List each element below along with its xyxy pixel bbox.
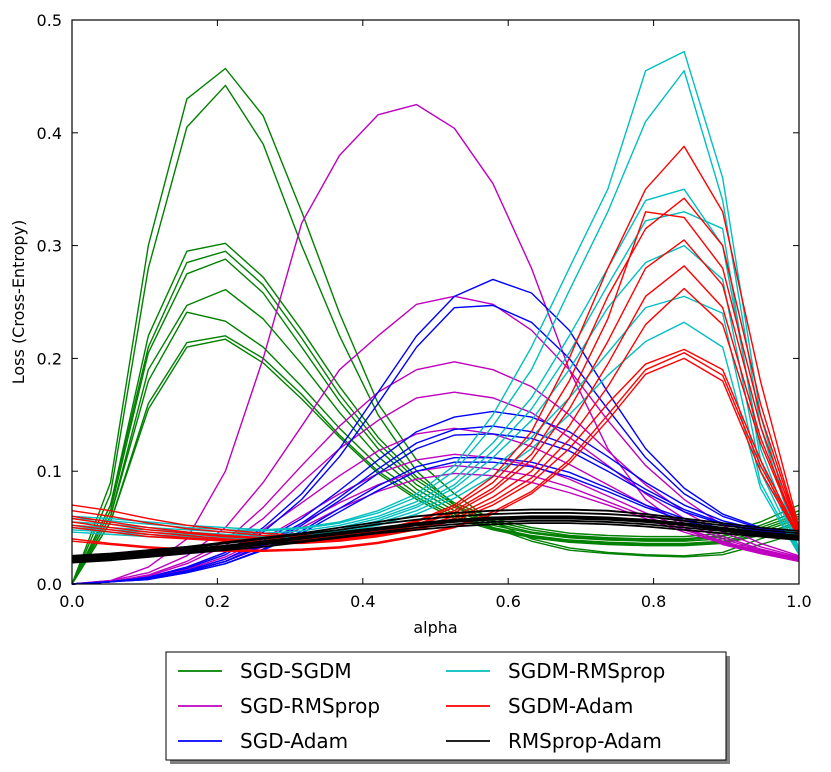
- series-line-rmsprop-adam-2: [71, 512, 800, 558]
- series-line-sgdm-adam-4: [71, 239, 800, 541]
- series-line-sgd-sgdm-2: [71, 84, 800, 585]
- series-line-sgdm-adam-1: [71, 145, 800, 537]
- series-line-sgdm-adam-2: [71, 197, 800, 538]
- series-line-sgd-rmsprop-3: [71, 361, 800, 585]
- legend-label: SGDM-Adam: [508, 694, 633, 718]
- x-tick-labels: 0.0 0.2 0.4 0.6 0.8 1.0: [59, 592, 811, 611]
- y-tick-label: 0.1: [37, 462, 62, 481]
- series-line-sgdm-rmsprop-3: [71, 188, 800, 551]
- series-line-rmsprop-adam-6: [71, 519, 800, 563]
- x-tick-label: 0.4: [350, 592, 375, 611]
- series-line-sgd-rmsprop-4: [71, 391, 800, 585]
- y-tick-label: 0.5: [37, 11, 62, 30]
- x-tick-label: 0.2: [205, 592, 230, 611]
- y-tick-label: 0.4: [37, 124, 62, 143]
- series-lines: [71, 50, 800, 585]
- x-axis-label: alpha: [413, 618, 457, 637]
- y-tick-label: 0.2: [37, 349, 62, 368]
- plot-frame: [71, 19, 800, 585]
- x-tick-label: 0.6: [495, 592, 520, 611]
- series-line-rmsprop-adam-1: [71, 508, 800, 557]
- series-line-sgdm-rmsprop-2: [71, 70, 800, 551]
- legend: SGD-SGDM SGD-RMSprop SGD-Adam SGDM-RMSprop S…: [165, 651, 730, 764]
- series-line-sgd-sgdm-5: [71, 258, 800, 585]
- y-tick-label: 0.0: [37, 575, 62, 594]
- series-line-sgd-adam-1: [71, 278, 800, 585]
- series-line-sgd-adam-5: [71, 433, 800, 585]
- series-line-sgd-adam-2: [71, 304, 800, 585]
- x-tick-label: 1.0: [786, 592, 811, 611]
- y-axis-label: Loss (Cross-Entropy): [9, 220, 28, 384]
- legend-label: SGDM-RMSprop: [508, 659, 665, 683]
- axis-ticks: [71, 19, 800, 585]
- series-line-sgd-sgdm-4: [71, 250, 800, 585]
- series-line-rmsprop-adam-5: [71, 517, 800, 562]
- series-line-sgdm-rmsprop-5: [71, 244, 800, 553]
- series-line-sgd-sgdm-7: [71, 311, 800, 585]
- series-line-sgd-adam-3: [71, 410, 800, 585]
- series-line-sgd-adam-4: [71, 425, 800, 585]
- series-line-sgdm-rmsprop-6: [71, 295, 800, 554]
- legend-label: SGD-Adam: [240, 729, 348, 753]
- series-line-rmsprop-adam-7: [71, 522, 800, 564]
- legend-label: SGD-SGDM: [240, 659, 352, 683]
- series-line-sgd-sgdm-9: [71, 338, 800, 585]
- series-line-rmsprop-adam-4: [71, 516, 800, 561]
- y-tick-label: 0.3: [37, 237, 62, 256]
- x-tick-label: 0.8: [641, 592, 666, 611]
- series-line-sgd-sgdm-6: [71, 288, 800, 585]
- legend-label: SGD-RMSprop: [240, 694, 380, 718]
- x-tick-label: 0.0: [59, 592, 84, 611]
- series-line-rmsprop-adam-3: [71, 515, 800, 559]
- legend-label: RMSprop-Adam: [508, 729, 662, 753]
- y-tick-labels: 0.0 0.1 0.2 0.3 0.4 0.5: [37, 11, 62, 594]
